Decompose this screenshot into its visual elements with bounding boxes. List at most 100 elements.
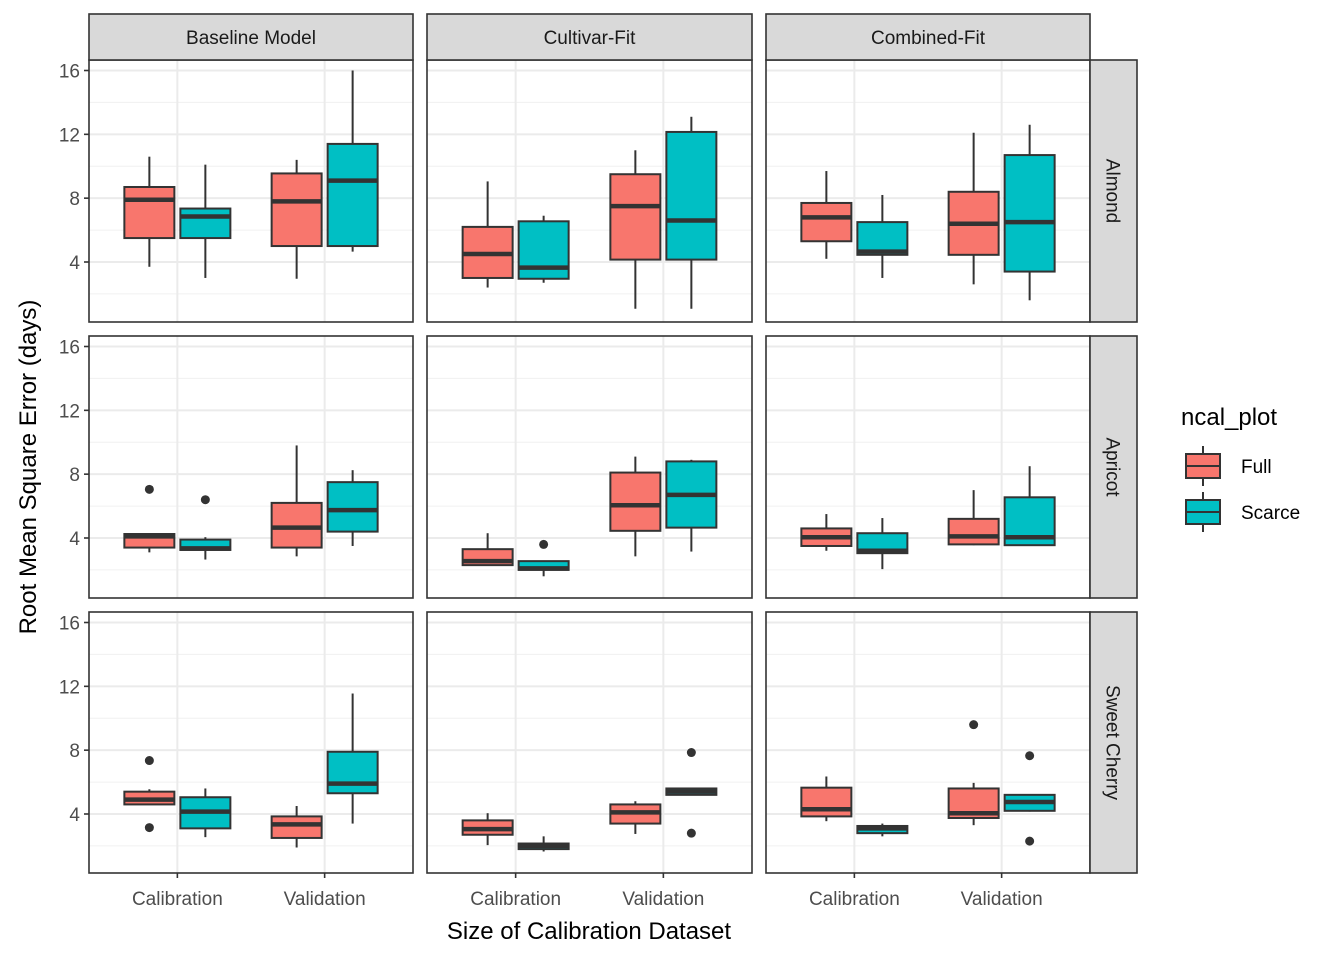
box-calibration-full <box>123 756 176 833</box>
x-tick-label: Validation <box>622 889 704 910</box>
box-calibration-full <box>461 181 514 288</box>
box-validation-scarce <box>1003 124 1056 301</box>
panels-layer <box>88 59 1091 874</box>
y-tick-label: 8 <box>69 189 80 210</box>
box-calibration-full <box>800 171 853 259</box>
panel-sweet-cherry-cultivar-fit <box>426 611 753 874</box>
outlier-point <box>144 484 154 494</box>
legend-label: Full <box>1241 457 1272 478</box>
box-validation-full <box>270 445 323 557</box>
box-calibration-scarce <box>179 164 232 278</box>
panel-sweet-cherry-baseline-model <box>88 611 414 874</box>
box-validation-full <box>270 806 323 848</box>
panel-border <box>426 335 753 599</box>
box-iqr <box>856 532 909 555</box>
box-iqr <box>800 201 853 243</box>
y-tick-label: 16 <box>59 62 80 83</box>
box-iqr <box>123 185 176 240</box>
strip-label: Cultivar-Fit <box>544 28 637 49</box>
legend-entries: Full Scarce <box>1185 446 1300 532</box>
y-tick-label: 8 <box>69 741 80 762</box>
panel-apricot-combined-fit <box>765 335 1091 599</box>
panel-almond-combined-fit <box>765 59 1091 323</box>
strip-background <box>1089 611 1138 874</box>
strip-background <box>426 13 753 61</box>
strip-label: Sweet Cherry <box>1102 685 1123 801</box>
strip-background <box>1089 335 1138 599</box>
outlier-point <box>686 748 696 758</box>
box-validation-scarce <box>665 459 718 552</box>
box-validation-scarce <box>326 693 379 824</box>
box-iqr <box>800 786 853 818</box>
strip-background <box>1089 59 1138 323</box>
box-iqr <box>665 130 718 261</box>
y-tick-label: 4 <box>69 529 80 550</box>
x-tick-label: Validation <box>284 889 366 910</box>
panel-apricot-baseline-model <box>88 335 414 599</box>
box-calibration-full <box>461 813 514 846</box>
box-validation-scarce <box>665 748 718 838</box>
box-validation-full <box>947 720 1000 826</box>
box-validation-full <box>609 801 662 834</box>
panel-border <box>88 611 414 874</box>
strip-label: Baseline Model <box>186 28 316 49</box>
box-iqr <box>326 142 379 248</box>
box-validation-full <box>609 456 662 557</box>
box-iqr <box>517 220 570 280</box>
box-validation-scarce <box>665 116 718 309</box>
y-tick-label: 8 <box>69 465 80 486</box>
box-iqr <box>270 172 323 248</box>
legend: ncal_plot Full Scarce <box>1181 404 1300 532</box>
box-calibration-scarce <box>517 836 570 852</box>
x-tick-label: Calibration <box>470 889 561 910</box>
box-iqr <box>326 481 379 533</box>
box-validation-full <box>947 490 1000 546</box>
box-validation-full <box>947 132 1000 285</box>
strip-label: Combined-Fit <box>871 28 986 49</box>
box-iqr <box>1003 154 1056 273</box>
box-calibration-scarce <box>856 518 909 570</box>
box-calibration-scarce <box>856 823 909 837</box>
box-calibration-scarce <box>179 788 232 838</box>
y-tick-label: 4 <box>69 805 80 826</box>
box-validation-full <box>609 150 662 309</box>
box-calibration-full <box>123 484 176 553</box>
box-calibration-full <box>800 776 853 822</box>
box-calibration-full <box>123 156 176 267</box>
strip-cultivar-fit: Cultivar-Fit <box>426 13 753 61</box>
strip-almond: Almond <box>1089 59 1138 323</box>
outlier-point <box>686 828 696 838</box>
panel-apricot-cultivar-fit <box>426 335 753 599</box>
y-axis-title: Root Mean Square Error (days) <box>15 300 42 635</box>
panel-background <box>89 336 413 598</box>
box-validation-scarce <box>1003 751 1056 846</box>
y-tick-label: 12 <box>59 677 80 698</box>
box-iqr <box>947 517 1000 546</box>
box-validation-scarce <box>326 470 379 546</box>
box-iqr <box>609 471 662 532</box>
y-tick-label: 16 <box>59 338 80 359</box>
panel-background <box>89 612 413 873</box>
x-tick-label: Calibration <box>132 889 223 910</box>
strip-combined-fit: Combined-Fit <box>765 13 1091 61</box>
y-tick-label: 16 <box>59 614 80 635</box>
strip-background <box>88 13 414 61</box>
panel-border <box>88 335 414 599</box>
outlier-point <box>200 495 210 505</box>
outlier-point <box>144 756 154 766</box>
outlier-point <box>1025 751 1035 761</box>
panel-almond-baseline-model <box>88 59 414 323</box>
box-iqr <box>270 501 323 549</box>
panel-almond-cultivar-fit <box>426 59 753 323</box>
panel-border <box>426 611 753 874</box>
strip-apricot: Apricot <box>1089 335 1138 599</box>
strips-layer: Baseline Model Cultivar-Fit Combined-Fit Al… <box>88 13 1138 874</box>
box-calibration-scarce <box>179 495 232 560</box>
legend-title: ncal_plot <box>1181 404 1277 431</box>
box-calibration-scarce <box>856 194 909 278</box>
panel-background <box>766 612 1090 873</box>
box-calibration-scarce <box>517 215 570 283</box>
legend-entry-scarce: Scarce <box>1185 492 1300 532</box>
outlier-point <box>1025 836 1035 846</box>
